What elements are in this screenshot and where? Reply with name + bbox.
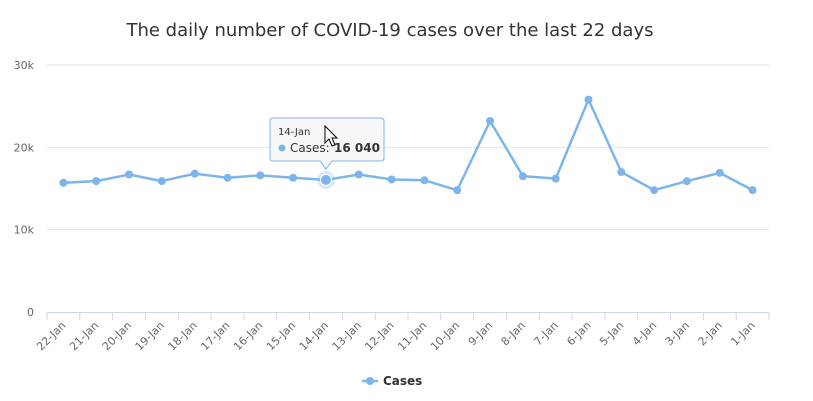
data-point[interactable] xyxy=(125,170,134,179)
series-cases[interactable] xyxy=(59,95,757,195)
grid-lines xyxy=(47,64,769,231)
tooltip-series-marker xyxy=(278,144,286,152)
y-tick-label: 0 xyxy=(27,306,34,319)
x-tick-label: 8-Jan xyxy=(499,319,528,348)
data-point[interactable] xyxy=(748,186,757,195)
x-tick-label: 4-Jan xyxy=(630,319,659,348)
data-point[interactable] xyxy=(420,176,429,185)
data-point[interactable] xyxy=(289,173,298,182)
x-tick-label: 1-Jan xyxy=(728,319,757,348)
data-point[interactable] xyxy=(518,172,527,181)
series-line xyxy=(62,98,754,192)
data-point[interactable] xyxy=(617,168,626,177)
tooltip: 14-Jan Cases: 16 040 xyxy=(269,117,385,170)
x-tick-label: 13-Jan xyxy=(330,319,364,353)
x-tick-label: 5-Jan xyxy=(597,319,626,348)
x-tick-label: 10-Jan xyxy=(428,319,462,353)
x-tick-label: 18-Jan xyxy=(165,319,199,353)
legend[interactable]: Cases xyxy=(362,374,422,388)
data-point[interactable] xyxy=(551,174,560,183)
tooltip-box xyxy=(269,117,385,170)
x-tick-label: 9-Jan xyxy=(466,319,495,348)
x-tick-label: 21-Jan xyxy=(67,319,101,353)
data-point[interactable] xyxy=(354,170,363,179)
data-point[interactable] xyxy=(584,95,593,104)
data-point[interactable] xyxy=(682,177,691,186)
data-point[interactable] xyxy=(650,186,659,195)
data-point[interactable] xyxy=(319,173,332,186)
x-tick-label: 6-Jan xyxy=(564,319,593,348)
legend-symbol-marker xyxy=(366,377,374,385)
data-point[interactable] xyxy=(223,173,232,182)
tooltip-value: 16 040 xyxy=(334,141,380,155)
y-axis-ticks: 0 10k 20k 30k xyxy=(14,59,35,319)
data-point[interactable] xyxy=(387,175,396,184)
tooltip-date: 14-Jan xyxy=(278,127,310,138)
mouse-cursor xyxy=(324,124,339,147)
cursor-arrow-icon xyxy=(324,124,339,147)
chart-title: The daily number of COVID-19 cases over … xyxy=(125,20,653,41)
y-tick-label: 20k xyxy=(14,141,35,154)
y-tick-label: 10k xyxy=(14,224,35,237)
data-point[interactable] xyxy=(486,116,495,125)
x-tick-label: 12-Jan xyxy=(362,319,396,353)
x-tick-label: 3-Jan xyxy=(663,319,692,348)
data-point[interactable] xyxy=(256,171,265,180)
x-tick-label: 2-Jan xyxy=(696,319,725,348)
y-tick-label: 30k xyxy=(14,59,35,72)
x-tick-label: 22-Jan xyxy=(34,319,68,353)
x-tick-label: 15-Jan xyxy=(264,319,298,353)
x-tick-label: 19-Jan xyxy=(133,319,167,353)
legend-item-cases[interactable]: Cases xyxy=(383,374,422,388)
data-point[interactable] xyxy=(92,177,101,186)
x-tick-label: 7-Jan xyxy=(531,319,560,348)
x-tick-label: 16-Jan xyxy=(231,319,265,353)
x-tick-label: 20-Jan xyxy=(100,319,134,353)
x-tick-label: 17-Jan xyxy=(198,319,232,353)
x-tick-label: 11-Jan xyxy=(395,319,429,353)
tooltip-series-name: Cases: xyxy=(290,141,330,155)
data-point[interactable] xyxy=(715,168,724,177)
x-axis: 22-Jan21-Jan20-Jan19-Jan18-Jan17-Jan16-J… xyxy=(34,312,770,353)
data-point[interactable] xyxy=(453,186,462,195)
data-point[interactable] xyxy=(59,178,68,187)
data-point[interactable] xyxy=(190,169,199,178)
data-point[interactable] xyxy=(157,177,166,186)
x-tick-label: 14-Jan xyxy=(297,319,331,353)
